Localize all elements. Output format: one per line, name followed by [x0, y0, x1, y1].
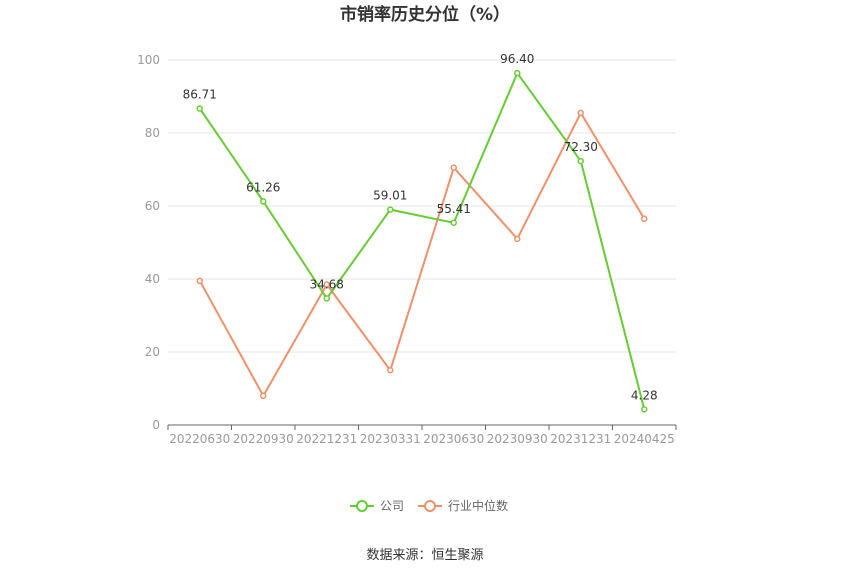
x-tick-label: 20230630: [423, 432, 484, 446]
data-source: 数据来源：恒生聚源: [366, 548, 483, 563]
data-label: 59.01: [373, 189, 407, 203]
data-label: 86.71: [183, 88, 217, 102]
chart-title: 市销率历史分位（%）: [340, 4, 510, 25]
data-label: 72.30: [564, 140, 598, 154]
data-point: [323, 295, 330, 302]
legend[interactable]: 公司 行业中位数: [350, 498, 508, 513]
data-label: 61.26: [246, 180, 280, 194]
data-label: 4.28: [631, 388, 658, 402]
legend-item-0[interactable]: 公司: [350, 499, 404, 513]
legend-label: 公司: [380, 499, 404, 513]
data-point: [387, 206, 394, 213]
legend-label: 行业中位数: [448, 498, 508, 513]
data-point: [323, 281, 330, 288]
x-tick-label: 20220930: [233, 432, 294, 446]
x-tick-label: 20220630: [169, 432, 230, 446]
y-tick-label: 80: [145, 126, 160, 140]
x-tick-label: 20240425: [614, 432, 675, 446]
x-tick-label: 20231231: [550, 432, 611, 446]
data-point: [514, 69, 521, 77]
y-tick-label: 0: [152, 418, 160, 432]
data-label: 55.41: [437, 202, 471, 216]
y-axis-ticks: 0 20 40 60 80 100: [137, 53, 160, 432]
x-axis: 20220630 20220930 20221231 20230331 20230630…: [167, 424, 677, 446]
y-tick-label: 100: [137, 53, 160, 67]
data-point: [196, 277, 203, 285]
data-point: [641, 406, 648, 413]
series-line-0: [198, 72, 646, 410]
data-label: 96.40: [500, 52, 534, 66]
data-point: [260, 198, 267, 205]
data-point: [450, 219, 457, 227]
data-labels: 86.71 61.26 34.68 59.01 55.41 96.40 72.30 4.28: [183, 52, 658, 402]
data-point: [450, 164, 457, 171]
x-tick-label: 20230331: [360, 432, 421, 446]
legend-item-1[interactable]: 行业中位数: [418, 498, 508, 513]
y-tick-label: 60: [145, 199, 160, 213]
y-tick-label: 20: [145, 345, 160, 359]
grid-lines: [168, 59, 676, 353]
data-point: [260, 392, 267, 400]
data-point: [196, 105, 203, 112]
series-layer: [196, 69, 648, 413]
data-point: [577, 157, 584, 165]
data-point: [641, 215, 648, 223]
x-tick-label: 20230930: [487, 432, 548, 446]
y-tick-label: 40: [145, 272, 160, 286]
series-line-1: [198, 111, 646, 397]
x-tick-label: 20221231: [296, 432, 357, 446]
legend-marker: [356, 500, 368, 512]
data-point: [577, 109, 584, 117]
legend-marker: [424, 500, 436, 512]
data-point: [387, 367, 394, 374]
data-point: [514, 235, 521, 243]
data-label: 34.68: [310, 277, 344, 291]
